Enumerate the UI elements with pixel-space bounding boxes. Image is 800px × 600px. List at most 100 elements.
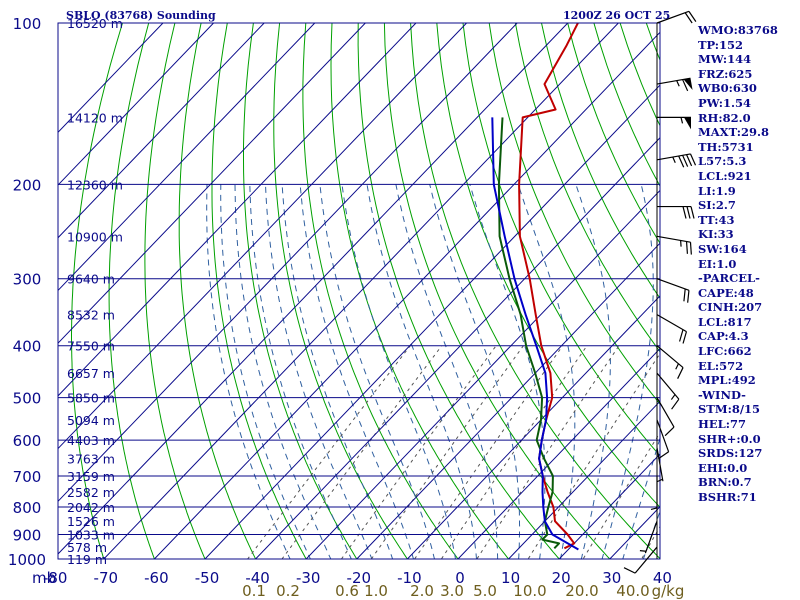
plot-border bbox=[57, 22, 661, 560]
barb-staff bbox=[656, 235, 691, 243]
barb-flag bbox=[678, 155, 685, 168]
barb-flag bbox=[689, 153, 697, 166]
mixing-ratio-line bbox=[641, 525, 660, 559]
height-label: 8532 m bbox=[67, 308, 115, 323]
mixing-ratio-line bbox=[340, 345, 497, 559]
temperature-tick-label: 10 bbox=[501, 569, 520, 587]
barb-half-flag bbox=[676, 80, 680, 87]
mixing-ratio-label: 0.6 bbox=[335, 582, 359, 600]
isotherm bbox=[58, 23, 366, 344]
mixing-ratio-label: 2.0 bbox=[410, 582, 434, 600]
mixing-ratio-label: 5.0 bbox=[473, 582, 497, 600]
wind-barb bbox=[656, 314, 688, 344]
isotherm bbox=[58, 23, 164, 134]
barb-staff bbox=[634, 546, 658, 574]
temperature-tick-label: -10 bbox=[397, 569, 422, 587]
height-label: 4403 m bbox=[67, 433, 115, 448]
isotherm bbox=[305, 189, 660, 559]
pressure-label-900: 900 bbox=[13, 526, 42, 544]
isotherm bbox=[103, 23, 619, 559]
height-label: 1033 m bbox=[67, 527, 115, 542]
moist-adiabat bbox=[265, 184, 373, 559]
temperature-tick-label: -20 bbox=[347, 569, 372, 587]
height-label: 10900 m bbox=[67, 229, 123, 244]
mixing-ratio-label: 3.0 bbox=[440, 582, 464, 600]
isotherm bbox=[457, 347, 660, 559]
isotherm bbox=[58, 23, 569, 555]
wind-barb bbox=[656, 77, 693, 92]
dry-adiabat bbox=[357, 23, 560, 559]
index-item: TP:152 bbox=[698, 37, 744, 52]
index-item: BSHR:71 bbox=[698, 490, 757, 504]
isotherm bbox=[407, 295, 660, 559]
index-item: EI:1.0 bbox=[698, 256, 737, 271]
barb-pennant bbox=[683, 78, 693, 90]
barb-half-flag bbox=[672, 156, 676, 163]
index-item: KI:33 bbox=[698, 227, 734, 242]
isotherm bbox=[356, 242, 660, 559]
dewpoint-profile bbox=[497, 117, 560, 549]
height-label: 3763 m bbox=[67, 452, 115, 467]
barb-half-flag bbox=[675, 363, 679, 370]
mixing-ratio-line bbox=[281, 345, 443, 559]
barb-flag bbox=[682, 79, 689, 92]
index-item: EL:572 bbox=[698, 358, 744, 373]
height-label: 9640 m bbox=[67, 272, 115, 287]
mixing-ratio-label: 0.1 bbox=[242, 582, 266, 600]
index-item: L57:5.3 bbox=[698, 154, 747, 169]
barb-staff bbox=[656, 314, 687, 333]
isotherm bbox=[58, 23, 417, 397]
height-label: 578 m bbox=[67, 540, 107, 555]
barb-flag bbox=[658, 451, 669, 460]
mixing-ratio-label: 20.0 bbox=[565, 582, 598, 600]
temperature-tick-label: 0 bbox=[455, 569, 465, 587]
index-item: MW:144 bbox=[698, 52, 752, 67]
dry-adiabat bbox=[108, 23, 155, 559]
mixing-ratio-label: g/kg bbox=[652, 582, 685, 600]
moist-adiabat bbox=[517, 184, 576, 559]
index-item: LCL:817 bbox=[698, 314, 752, 329]
barb-staff bbox=[656, 153, 691, 161]
temperature-tick-label: 30 bbox=[602, 569, 621, 587]
index-item: PW:1.54 bbox=[698, 95, 752, 110]
barb-flag bbox=[685, 241, 689, 254]
barb-half-flag bbox=[656, 478, 663, 483]
mixing-ratio-label: 0.2 bbox=[276, 582, 300, 600]
index-item: CINH:207 bbox=[698, 300, 763, 315]
dry-adiabat bbox=[488, 23, 660, 405]
temperature-tick-label: 40 bbox=[653, 569, 672, 587]
barb-flag bbox=[623, 567, 636, 574]
profile-lines bbox=[491, 23, 579, 551]
moist-adiabat bbox=[366, 184, 478, 559]
dry-adiabat bbox=[144, 23, 206, 559]
height-label: 2582 m bbox=[67, 485, 115, 500]
barb-staff bbox=[656, 397, 675, 428]
index-item: SRDS:127 bbox=[698, 446, 763, 461]
barb-staff bbox=[656, 278, 690, 291]
index-item: TH:5731 bbox=[698, 139, 754, 154]
isotherm bbox=[58, 23, 467, 450]
y-axis-label: mb bbox=[32, 569, 56, 587]
index-item: STM:8/15 bbox=[698, 402, 761, 417]
index-item: EHI:0.0 bbox=[698, 460, 748, 475]
barb-half-flag bbox=[680, 117, 684, 124]
barb-half-flag bbox=[650, 507, 658, 511]
barb-flag bbox=[686, 206, 691, 219]
wind-barbs bbox=[623, 10, 697, 574]
mixing-ratio-line bbox=[476, 345, 620, 559]
pressure-label-700: 700 bbox=[13, 468, 42, 486]
index-item: SHR+:0.0 bbox=[698, 431, 761, 446]
wind-barb bbox=[657, 205, 695, 219]
wind-barb bbox=[650, 475, 658, 511]
wind-barb bbox=[639, 520, 658, 554]
mixing-ratio-line bbox=[246, 345, 411, 559]
wind-barb bbox=[656, 345, 684, 379]
index-item: WMO:83768 bbox=[698, 23, 778, 37]
barb-flag bbox=[664, 426, 675, 437]
barb-flag bbox=[677, 367, 684, 379]
barb-flag bbox=[687, 290, 690, 303]
wind-barb bbox=[656, 10, 697, 24]
moist-adiabat bbox=[429, 184, 521, 559]
dry-adiabat bbox=[383, 23, 611, 559]
mixing-ratio-line bbox=[370, 345, 524, 559]
